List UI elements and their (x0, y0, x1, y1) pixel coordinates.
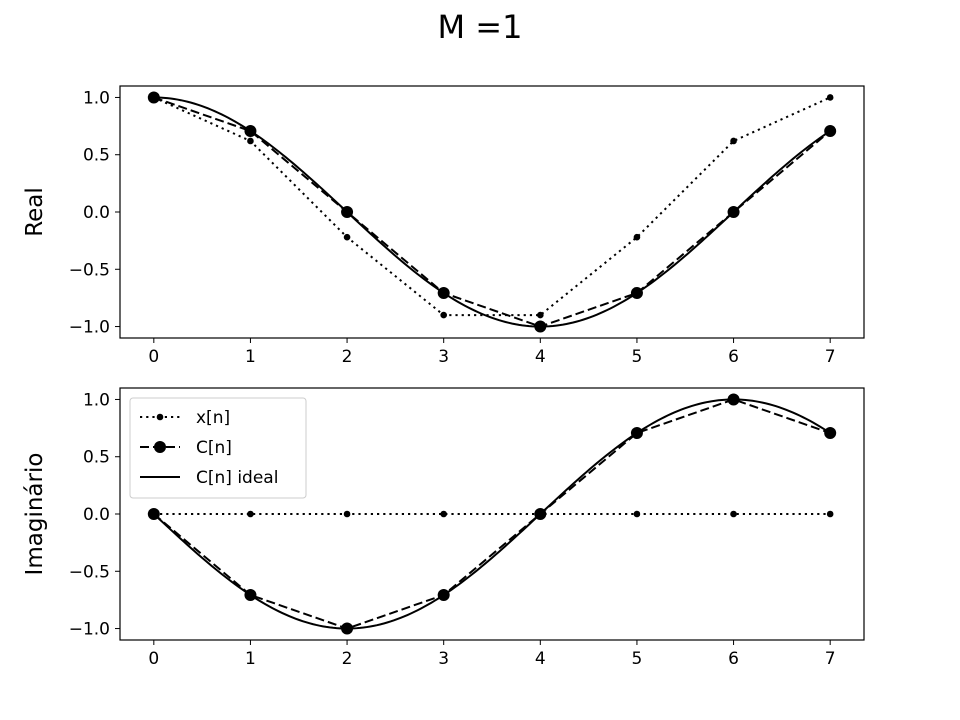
x-tick-label: 0 (148, 347, 159, 367)
data-point (826, 94, 834, 101)
y-axis-label: Real (22, 187, 48, 237)
legend: x[n] C[n] C[n] ideal (129, 397, 307, 499)
y-tick-label: 0.5 (83, 448, 110, 468)
y-tick-label: −0.5 (69, 260, 110, 280)
y-axis-label: Imaginário (22, 453, 48, 576)
subplot-2: 0 1 2 3 4 5 6 7 1.0 0.5 0.0 −0.5 −1.0 Imaginário x[n] C… (22, 387, 865, 669)
legend-label: C[n] ideal (196, 468, 278, 488)
x-tick-label: 4 (535, 649, 546, 669)
x-tick-label: 7 (825, 649, 836, 669)
series-line-c-n- (153, 96, 831, 328)
data-point (826, 510, 834, 518)
x-tick-label: 0 (148, 649, 159, 669)
x-tick-label: 2 (342, 347, 353, 367)
y-tick-label: 1.0 (83, 390, 110, 410)
plot-area (147, 393, 837, 635)
data-point (343, 233, 351, 241)
data-point (247, 510, 254, 518)
y-tick-label: 0.0 (83, 505, 110, 525)
plot-area (147, 91, 837, 333)
legend-label: C[n] (196, 438, 232, 458)
y-tick-label: 0.5 (83, 146, 110, 166)
y-tick-label: −0.5 (69, 562, 110, 582)
x-tick-label: 5 (632, 347, 643, 367)
data-point (537, 311, 544, 319)
data-point (440, 311, 447, 319)
x-tick-label: 3 (438, 649, 449, 669)
data-point (633, 510, 641, 518)
x-tick-label: 5 (632, 649, 643, 669)
y-tick-label: 1.0 (83, 88, 110, 108)
x-tick-label: 4 (535, 347, 546, 367)
legend-box (129, 397, 307, 499)
figure-title: M =1 (437, 8, 523, 46)
data-point (147, 91, 160, 104)
data-point (247, 137, 254, 145)
legend-marker (156, 413, 164, 421)
x-tick-label: 1 (245, 347, 256, 367)
y-tick-label: −1.0 (69, 620, 110, 640)
series-line-x-n- (153, 96, 831, 317)
legend-marker (154, 441, 166, 453)
x-tick-label: 3 (438, 347, 449, 367)
x-tick-label: 6 (728, 347, 739, 367)
legend-label: x[n] (196, 408, 230, 428)
x-tick-label: 7 (825, 347, 836, 367)
series-line-c-n-ideal (153, 398, 831, 630)
x-tick-label: 2 (342, 649, 353, 669)
subplot-1: 0 1 2 3 4 5 6 7 1.0 0.5 0.0 −0.5 −1.0 Real (22, 85, 865, 367)
series-line-c-n-ideal (153, 96, 831, 328)
x-tick-label: 1 (245, 649, 256, 669)
data-point (730, 510, 737, 518)
data-point (730, 137, 737, 145)
series-line-c-n- (153, 398, 831, 630)
data-point (440, 510, 447, 518)
x-tick-label: 6 (728, 649, 739, 669)
data-point (824, 427, 837, 440)
data-point (633, 233, 641, 241)
data-point (343, 510, 351, 518)
y-tick-label: −1.0 (69, 318, 110, 338)
y-tick-label: 0.0 (83, 203, 110, 223)
